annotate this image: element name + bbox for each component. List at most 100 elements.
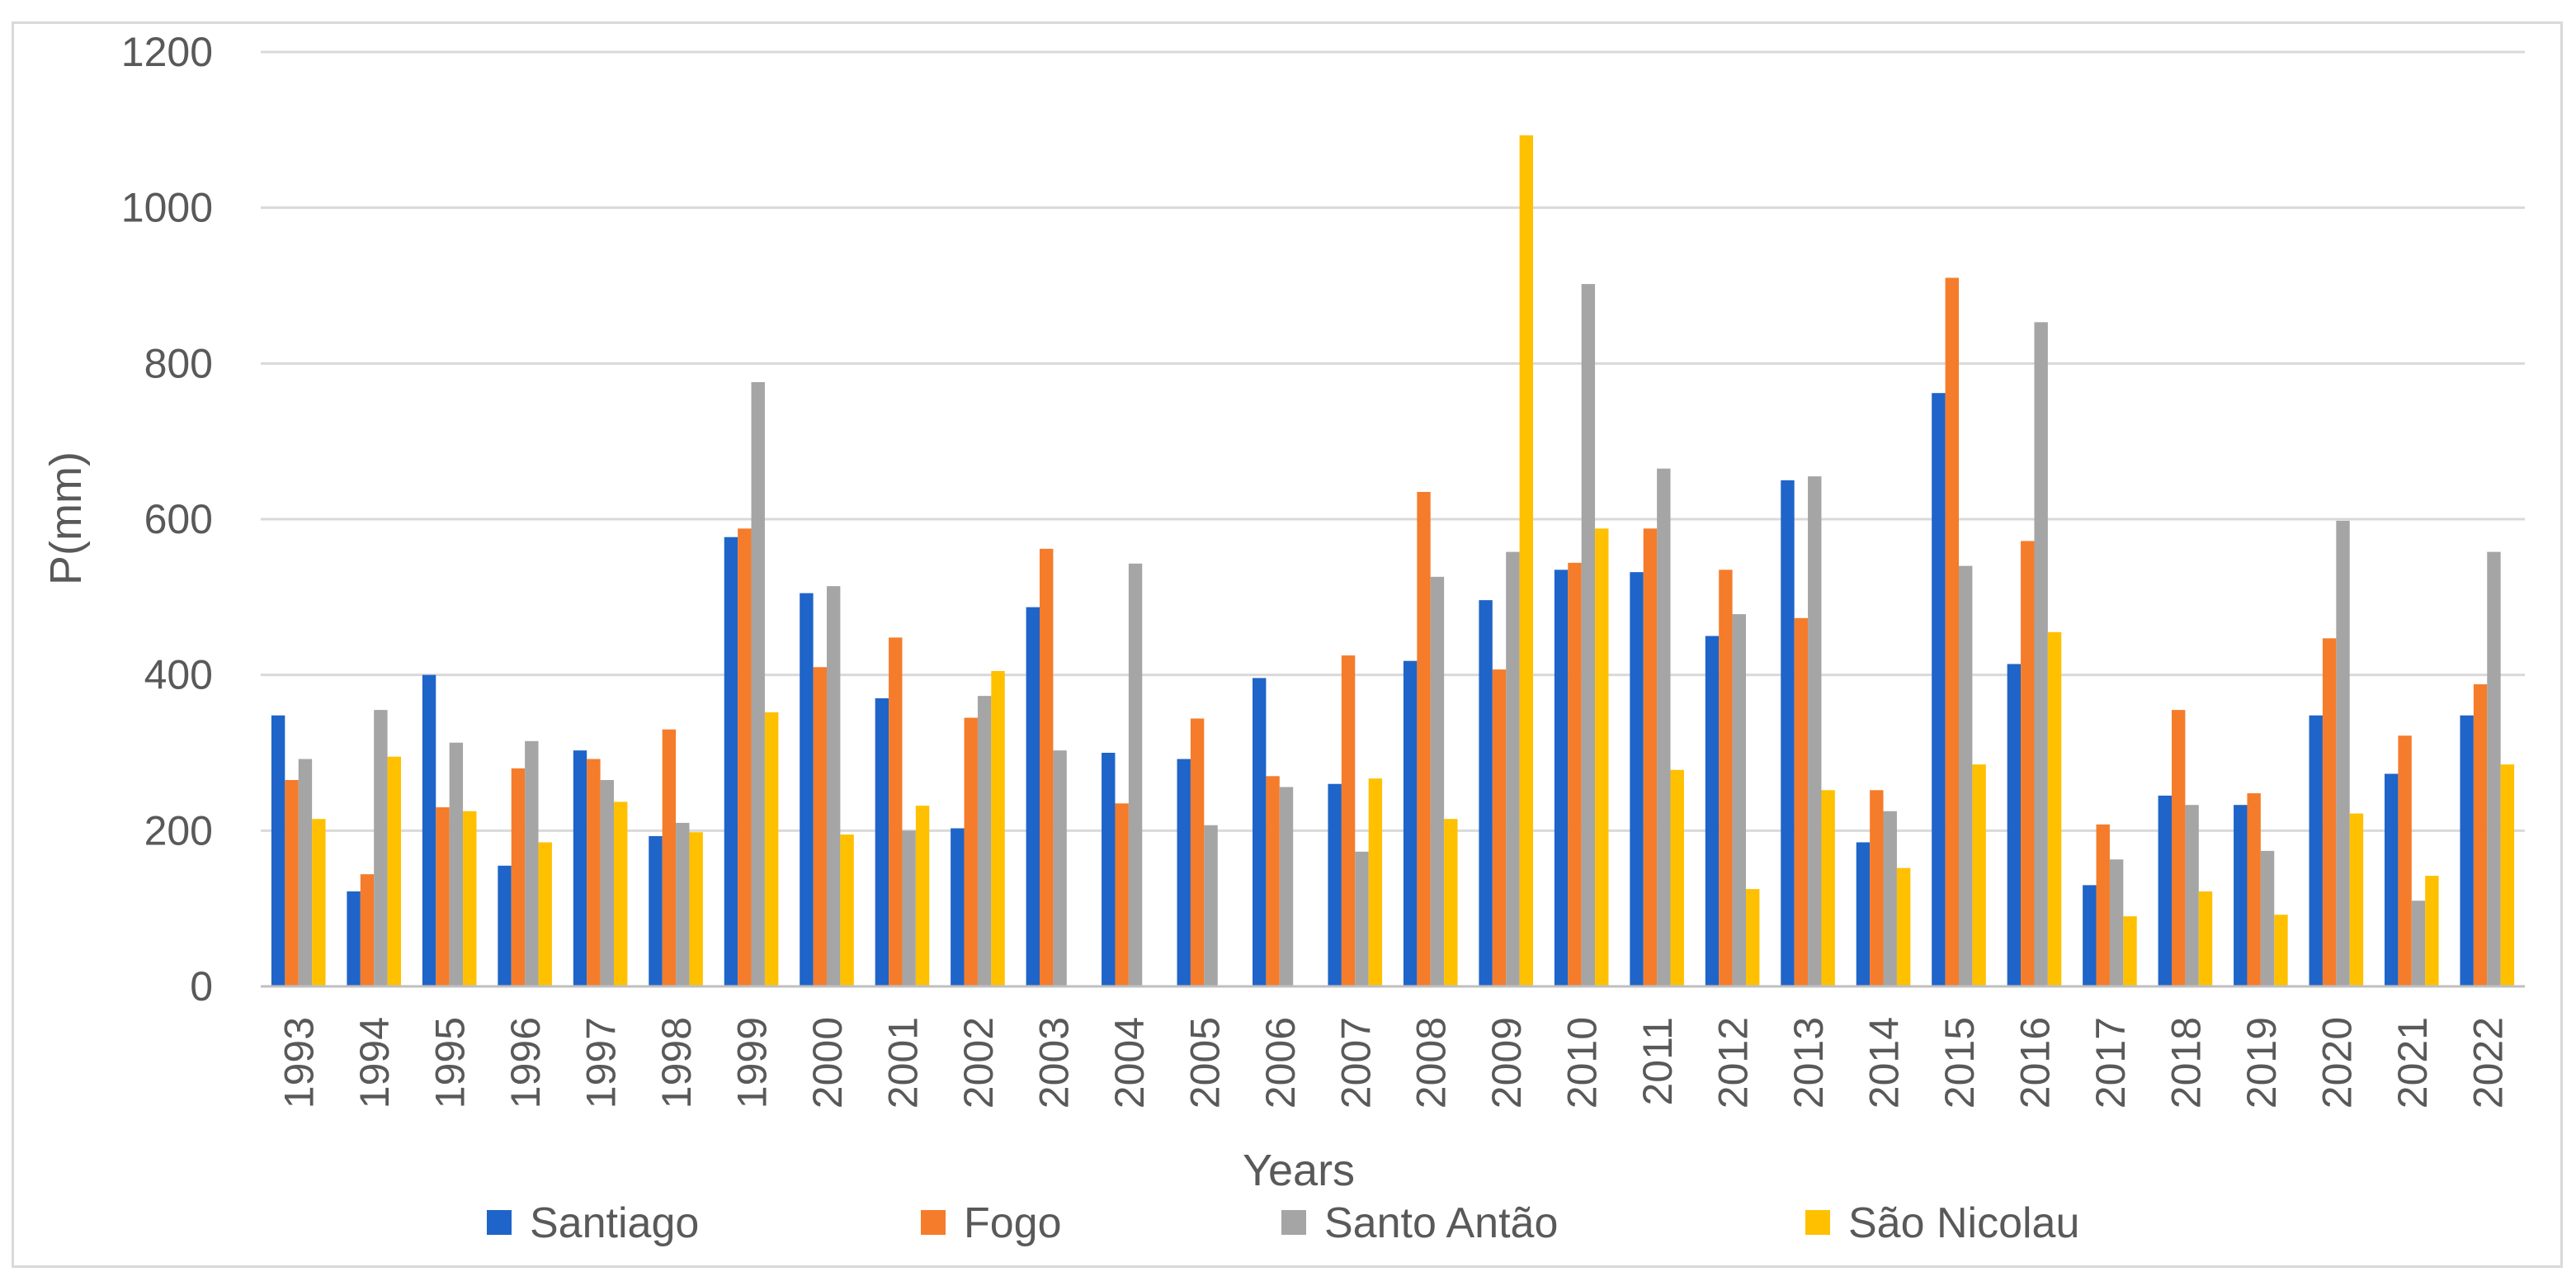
bar-santiago-1998: [649, 835, 663, 986]
bar-santo-ant-o-1999: [751, 381, 765, 986]
bar-fogo-2022: [2473, 683, 2488, 986]
bar-santo-ant-o-2012: [1732, 614, 1746, 986]
bar-fogo-2006: [1266, 776, 1280, 986]
x-tick-label: 2016: [2012, 1017, 2058, 1109]
bar-fogo-2018: [2172, 710, 2186, 986]
bar-fogo-2021: [2398, 735, 2412, 986]
bar-santiago-2019: [2234, 805, 2248, 986]
legend-swatch: [1281, 1210, 1306, 1235]
bar-fogo-2011: [1643, 528, 1658, 986]
y-tick-label: 200: [144, 807, 213, 853]
bar-santo-ant-o-2014: [1883, 811, 1897, 986]
bar-santiago-1994: [347, 891, 361, 986]
legend-label: São Nicolau: [1848, 1199, 2079, 1247]
x-tick-label: 2013: [1786, 1017, 1832, 1109]
bar-santo-ant-o-2003: [1053, 750, 1067, 986]
x-tick-label: 1999: [729, 1017, 776, 1109]
bar-santiago-2013: [1781, 480, 1795, 986]
y-tick-label: 1000: [121, 185, 213, 231]
bar-santiago-2012: [1705, 636, 1720, 986]
bar-s-o-nicolau-2009: [1519, 135, 1533, 987]
bar-s-o-nicolau-2018: [2198, 891, 2213, 986]
bar-santiago-2015: [1932, 393, 1946, 986]
bar-s-o-nicolau-2000: [840, 834, 854, 986]
x-tick-label: 2010: [1559, 1017, 1606, 1109]
bar-santiago-2016: [2007, 664, 2022, 986]
legend-swatch: [487, 1210, 512, 1235]
bar-santo-ant-o-2006: [1279, 787, 1294, 986]
bar-santiago-2021: [2385, 773, 2399, 986]
bar-s-o-nicolau-2007: [1368, 778, 1383, 986]
bar-fogo-2019: [2247, 793, 2261, 986]
bar-s-o-nicolau-2010: [1595, 528, 1609, 986]
bar-santo-ant-o-1997: [600, 780, 614, 986]
x-tick-label: 2022: [2465, 1017, 2511, 1109]
x-tick-label: 1997: [578, 1017, 625, 1109]
legend: Santiago Fogo Santo Antão São Nicolau: [487, 1199, 2079, 1247]
bar-fogo-2005: [1190, 718, 1205, 986]
bar-s-o-nicolau-1995: [463, 811, 477, 986]
bar-fogo-2016: [2021, 541, 2035, 986]
y-tick-label: 1200: [121, 29, 213, 75]
bar-s-o-nicolau-1994: [387, 756, 401, 986]
bar-s-o-nicolau-1999: [764, 712, 779, 986]
y-tick-label: 600: [144, 496, 213, 542]
bar-fogo-2008: [1417, 491, 1431, 986]
bar-santo-ant-o-1998: [676, 822, 690, 986]
bar-fogo-2013: [1794, 617, 1809, 986]
bar-santo-ant-o-2002: [977, 696, 992, 986]
x-tick-label: 2012: [1710, 1017, 1757, 1109]
bar-santo-ant-o-1993: [298, 759, 313, 986]
bar-s-o-nicolau-1993: [312, 819, 326, 986]
bar-santo-ant-o-2008: [1430, 576, 1445, 986]
x-tick-label: 2018: [2163, 1017, 2209, 1109]
bar-santiago-2018: [2158, 795, 2172, 986]
bar-santo-ant-o-2005: [1204, 825, 1218, 986]
bar-s-o-nicolau-2021: [2425, 876, 2439, 986]
bar-s-o-nicolau-2013: [1821, 790, 1835, 986]
bar-santo-ant-o-2020: [2336, 520, 2350, 986]
y-tick-label: 400: [144, 652, 213, 698]
bar-s-o-nicolau-2019: [2274, 915, 2288, 986]
bar-fogo-1997: [587, 759, 601, 986]
bar-fogo-2000: [813, 667, 827, 986]
bar-s-o-nicolau-1998: [689, 832, 703, 986]
x-tick-label: 1998: [653, 1017, 700, 1109]
bar-santo-ant-o-2017: [2109, 859, 2124, 986]
x-tick-label: 2014: [1861, 1017, 1908, 1109]
bar-santo-ant-o-2016: [2034, 322, 2048, 986]
bar-santiago-1996: [498, 865, 512, 986]
x-tick-label: 1993: [276, 1017, 323, 1109]
x-tick-label: 2007: [1333, 1017, 1379, 1109]
bar-s-o-nicolau-2016: [2047, 631, 2062, 986]
bar-santiago-2006: [1253, 678, 1267, 986]
x-tick-label: 1994: [351, 1017, 398, 1109]
legend-label: Santo Antão: [1324, 1199, 1558, 1247]
bar-s-o-nicolau-2014: [1896, 868, 1911, 986]
bar-santiago-1993: [271, 715, 285, 986]
bar-santiago-2007: [1328, 783, 1342, 986]
bar-santo-ant-o-2019: [2260, 850, 2275, 986]
bars: [271, 135, 2515, 987]
bar-santo-ant-o-2021: [2411, 901, 2426, 986]
bar-s-o-nicolau-1996: [538, 842, 552, 986]
chart-frame: [12, 21, 2563, 1268]
x-tick-label: 2019: [2239, 1017, 2285, 1109]
bar-s-o-nicolau-2011: [1670, 769, 1684, 986]
x-axis-ticks: 1993 1994 1995 1996 1997 1998 1999 2000 2001 2002…: [276, 1017, 2512, 1109]
bar-santiago-2009: [1479, 600, 1493, 986]
bar-fogo-2004: [1115, 803, 1129, 986]
x-tick-label: 2003: [1031, 1017, 1077, 1109]
bar-santiago-2002: [951, 828, 965, 986]
bar-santo-ant-o-2013: [1808, 476, 1822, 986]
bar-s-o-nicolau-2015: [1972, 764, 1986, 986]
bar-fogo-1996: [511, 768, 526, 986]
bar-fogo-2015: [1945, 277, 1959, 987]
bar-santiago-2010: [1554, 570, 1569, 986]
bar-fogo-2020: [2322, 638, 2337, 986]
bar-s-o-nicolau-2017: [2123, 916, 2137, 986]
x-tick-label: 2002: [955, 1017, 1002, 1109]
bar-santo-ant-o-2001: [902, 830, 916, 986]
bar-fogo-1999: [738, 528, 752, 986]
